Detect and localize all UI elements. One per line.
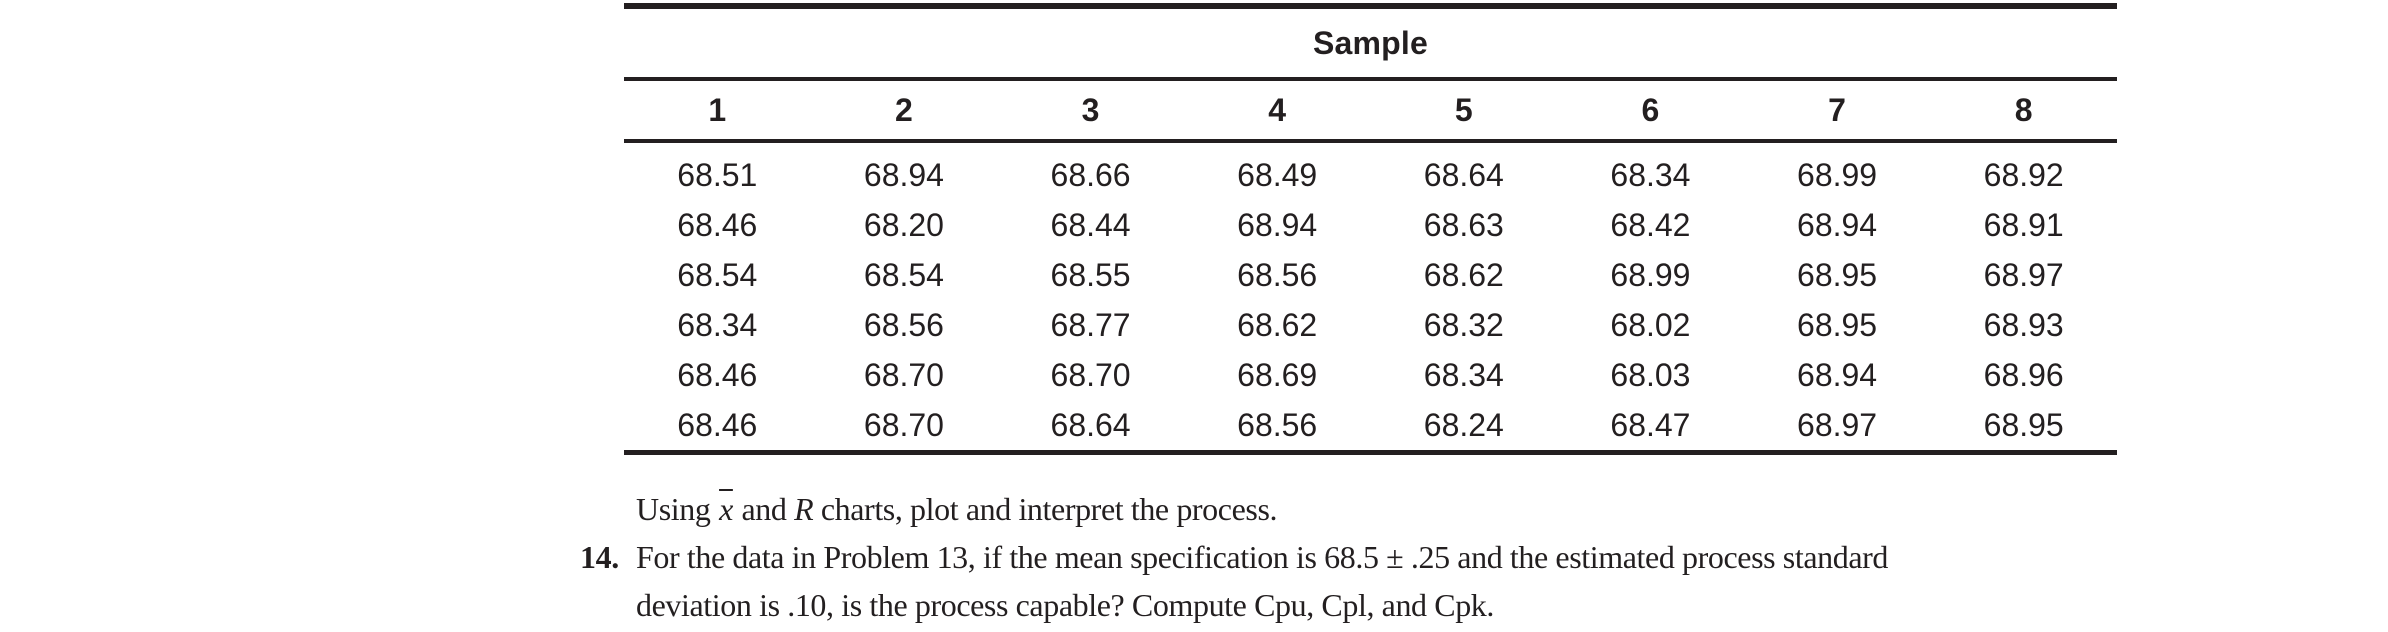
table-cell: 68.63 <box>1423 207 1504 243</box>
sample-data-table: Sample 1 2 3 4 5 6 7 8 68.51 68.94 68.66… <box>624 0 2117 460</box>
problem-text-line2: deviation is .10, is the process capable… <box>636 587 1494 623</box>
table-cell: 68.20 <box>863 207 944 243</box>
table-cell: 68.34 <box>1423 357 1504 393</box>
table-top-rule <box>624 3 2117 9</box>
table-cell: 68.69 <box>1237 357 1318 393</box>
table-body: 68.51 68.94 68.66 68.49 68.64 68.34 68.9… <box>624 150 2117 450</box>
table-cell: 68.70 <box>863 357 944 393</box>
problem-number: 14. <box>580 539 619 575</box>
table-cell: 68.34 <box>1610 157 1691 193</box>
table-row: 68.51 68.94 68.66 68.49 68.64 68.34 68.9… <box>624 150 2117 200</box>
table-cell: 68.95 <box>1797 307 1878 343</box>
table-column-header: 6 <box>1641 92 1660 128</box>
table-cell: 68.95 <box>1797 257 1878 293</box>
table-cell: 68.54 <box>677 257 758 293</box>
table-cell: 68.34 <box>677 307 758 343</box>
table-cell: 68.77 <box>1050 307 1131 343</box>
table-cell: 68.70 <box>1050 357 1131 393</box>
table-cell: 68.46 <box>677 357 758 393</box>
table-row: 68.46 68.70 68.64 68.56 68.24 68.47 68.9… <box>624 400 2117 450</box>
table-row: 68.46 68.70 68.70 68.69 68.34 68.03 68.9… <box>624 350 2117 400</box>
table-column-header: 3 <box>1081 92 1100 128</box>
table-column-header: 4 <box>1268 92 1287 128</box>
table-header-rule <box>624 139 2117 143</box>
table-cell: 68.97 <box>1797 407 1878 443</box>
table-cell: 68.94 <box>863 157 944 193</box>
table-cell: 68.66 <box>1050 157 1131 193</box>
table-cell: 68.91 <box>1983 207 2064 243</box>
table-column-header: 8 <box>2014 92 2033 128</box>
closing-sentence: Using x and R charts, plot and interpret… <box>636 491 1278 528</box>
table-cell: 68.56 <box>1237 407 1318 443</box>
table-cell: 68.54 <box>863 257 944 293</box>
table-bottom-rule <box>624 450 2117 455</box>
closing-sentence-middle: and <box>733 491 795 527</box>
table-cell: 68.94 <box>1797 207 1878 243</box>
table-title: Sample <box>1312 25 1429 61</box>
table-cell: 68.96 <box>1983 357 2064 393</box>
table-row: 68.54 68.54 68.55 68.56 68.62 68.99 68.9… <box>624 250 2117 300</box>
table-cell: 68.56 <box>1237 257 1318 293</box>
table-cell: 68.94 <box>1797 357 1878 393</box>
table-cell: 68.97 <box>1983 257 2064 293</box>
table-column-header: 5 <box>1454 92 1473 128</box>
table-cell: 68.49 <box>1237 157 1318 193</box>
table-cell: 68.95 <box>1983 407 2064 443</box>
table-title-rule <box>624 77 2117 81</box>
table-cell: 68.62 <box>1237 307 1318 343</box>
table-cell: 68.56 <box>863 307 944 343</box>
table-cell: 68.93 <box>1983 307 2064 343</box>
table-cell: 68.99 <box>1610 257 1691 293</box>
table-cell: 68.64 <box>1050 407 1131 443</box>
table-column-header: 1 <box>708 92 727 128</box>
closing-sentence-prefix: Using <box>636 491 719 527</box>
table-cell: 68.02 <box>1610 307 1691 343</box>
table-cell: 68.47 <box>1610 407 1691 443</box>
table-cell: 68.51 <box>677 157 758 193</box>
r-chart-symbol: R <box>794 491 814 527</box>
table-column-header: 7 <box>1828 92 1846 128</box>
table-cell: 68.99 <box>1797 157 1878 193</box>
table-cell: 68.62 <box>1423 257 1504 293</box>
table-cell: 68.55 <box>1050 257 1131 293</box>
table-cell: 68.03 <box>1610 357 1691 393</box>
table-cell: 68.44 <box>1050 207 1131 243</box>
table-cell: 68.42 <box>1610 207 1691 243</box>
table-cell: 68.32 <box>1423 307 1504 343</box>
table-row: 68.46 68.20 68.44 68.94 68.63 68.42 68.9… <box>624 200 2117 250</box>
table-cell: 68.46 <box>677 207 758 243</box>
table-cell: 68.70 <box>863 407 944 443</box>
problem-text-line1: For the data in Problem 13, if the mean … <box>636 539 1888 575</box>
table-row: 68.34 68.56 68.77 68.62 68.32 68.02 68.9… <box>624 300 2117 350</box>
xbar-symbol: x <box>719 491 733 527</box>
table-cell: 68.24 <box>1423 407 1504 443</box>
table-cell: 68.46 <box>677 407 758 443</box>
table-cell: 68.94 <box>1237 207 1318 243</box>
closing-sentence-suffix: charts, plot and interpret the process. <box>813 491 1278 527</box>
table-column-header: 2 <box>895 92 913 128</box>
table-header-row: 1 2 3 4 5 6 7 8 <box>624 81 2117 139</box>
table-cell: 68.64 <box>1423 157 1504 193</box>
table-cell: 68.92 <box>1983 157 2064 193</box>
